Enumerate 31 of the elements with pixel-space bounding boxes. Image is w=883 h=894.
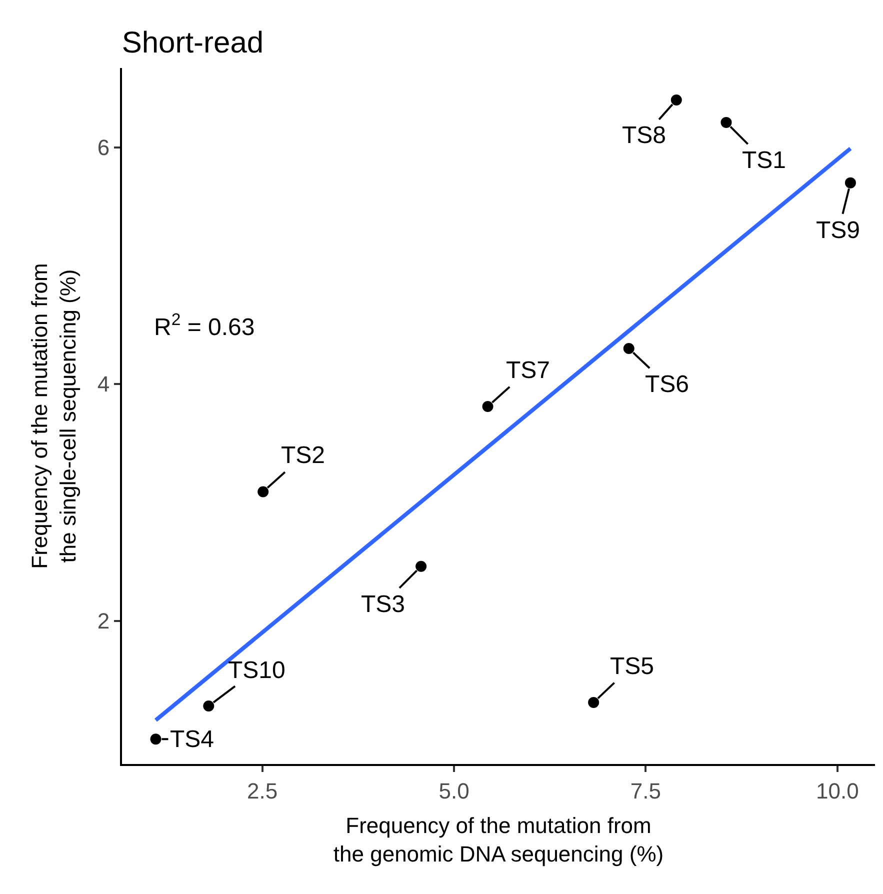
annotation: TS6 <box>645 371 690 398</box>
annotation: TS4 <box>170 726 214 753</box>
point <box>844 177 856 188</box>
point <box>416 560 427 572</box>
annotation: R$^{2}$ = 0.63 <box>154 310 255 342</box>
point <box>670 94 682 106</box>
point <box>258 486 269 498</box>
x-tick-label: 7.5 <box>630 778 662 804</box>
x-tick-label: 2.5 <box>247 778 278 804</box>
x-tick-label: 5.0 <box>438 778 470 804</box>
annotation: TS7 <box>506 357 550 384</box>
point <box>203 700 214 712</box>
annotation: TS3 <box>361 591 406 618</box>
point <box>623 343 634 354</box>
chart-title: Short-read <box>122 26 264 60</box>
x-axis-title: Frequency of the mutation from the genomic DNA sequencing (%) <box>333 812 664 866</box>
point <box>720 116 732 128</box>
annotation: TS2 <box>281 442 326 469</box>
point <box>588 696 600 708</box>
y-tick-label: 4 <box>97 372 110 397</box>
point <box>482 401 494 412</box>
y-tick-label: 6 <box>97 135 110 160</box>
y-tick-label: 2 <box>97 608 110 634</box>
annotation: TS8 <box>622 122 666 149</box>
annotation: TS9 <box>816 217 860 244</box>
x-tick-label: 10.0 <box>816 778 859 804</box>
annotation: TS1 <box>742 147 786 174</box>
point <box>150 734 162 745</box>
annotation: TS10 <box>228 657 286 684</box>
annotation: TS5 <box>610 653 654 680</box>
y-axis-title: Frequency of the mutation from the single-cell sequencing (%) <box>27 263 81 569</box>
